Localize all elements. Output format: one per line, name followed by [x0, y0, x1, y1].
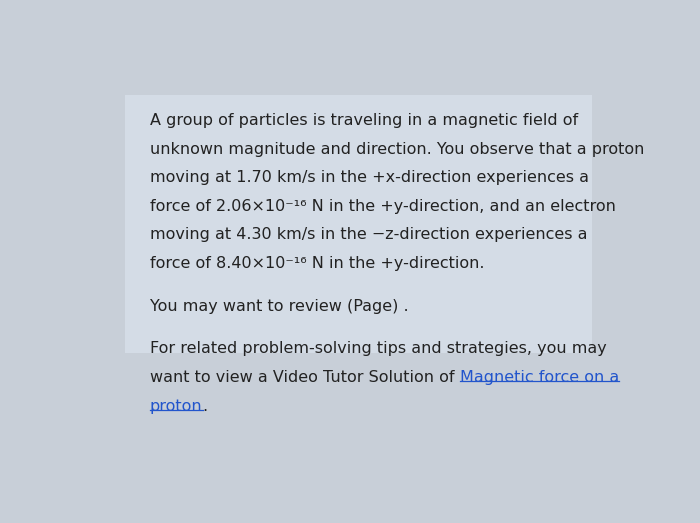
Text: For related problem-solving tips and strategies, you may: For related problem-solving tips and str…: [150, 342, 607, 357]
Text: Magnetic force on a: Magnetic force on a: [459, 370, 619, 385]
Text: A group of particles is traveling in a magnetic field of: A group of particles is traveling in a m…: [150, 113, 578, 128]
Text: force of 8.40×10⁻¹⁶ N in the +y-direction.: force of 8.40×10⁻¹⁶ N in the +y-directio…: [150, 256, 484, 271]
Text: moving at 4.30 km/s in the −z-direction experiences a: moving at 4.30 km/s in the −z-direction …: [150, 228, 587, 243]
FancyBboxPatch shape: [125, 95, 592, 353]
Text: force of 2.06×10⁻¹⁶ N in the +y-direction, and an electron: force of 2.06×10⁻¹⁶ N in the +y-directio…: [150, 199, 616, 214]
Text: moving at 1.70 km/s in the +x-direction experiences a: moving at 1.70 km/s in the +x-direction …: [150, 170, 589, 185]
Text: You may want to review (Page) .: You may want to review (Page) .: [150, 299, 409, 314]
Text: unknown magnitude and direction. You observe that a proton: unknown magnitude and direction. You obs…: [150, 142, 644, 157]
Text: .: .: [202, 399, 208, 414]
Text: want to view a Video Tutor Solution of: want to view a Video Tutor Solution of: [150, 370, 459, 385]
Text: proton: proton: [150, 399, 202, 414]
